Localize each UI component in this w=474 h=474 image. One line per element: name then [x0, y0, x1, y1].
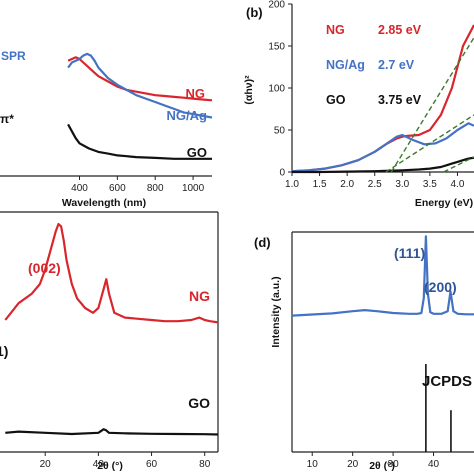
- panel-a-legend-go: GO: [187, 145, 207, 160]
- x-tick-label: 600: [109, 183, 126, 194]
- panel-b-legend-ngag-value: 2.7 eV: [378, 58, 415, 72]
- panel-a-pi-label: π*: [0, 112, 14, 126]
- x-tick-label: 40: [428, 459, 440, 470]
- panel-c-partial-label: 1): [0, 343, 8, 359]
- x-tick-label: 1000: [182, 183, 205, 194]
- panel-d-series: [291, 235, 474, 452]
- series-line-ng-ag: [67, 52, 213, 119]
- series-line-fit: [443, 156, 474, 173]
- series-line-fit: [385, 114, 474, 173]
- x-tick-label: 40: [93, 459, 105, 470]
- y-tick-label: 150: [268, 42, 285, 53]
- panel-d-jcpds-label: JCPDS f: [422, 373, 474, 390]
- x-tick-label: 60: [146, 459, 158, 470]
- y-tick-label: 0: [279, 168, 285, 179]
- series-line-ng: [67, 56, 213, 102]
- series-line-go: [292, 156, 474, 174]
- panel-b-legend-ngag-name: NG/Ag: [326, 58, 365, 72]
- panel-d-x-label: 2θ (°): [369, 460, 395, 472]
- panel-c-legend-go: GO: [188, 395, 210, 411]
- y-tick-label: 50: [274, 126, 286, 137]
- panel-b-legend-ng-name: NG: [326, 23, 345, 37]
- panel-d-label: (d): [254, 235, 271, 250]
- panel-c-x-label: 2θ (°): [97, 460, 123, 472]
- panel-d-x-ticks: 10 20 30 40: [307, 452, 440, 470]
- panel-a-spr-label: SPR: [1, 49, 26, 63]
- panel-c-x-ticks: 20 40 60 80: [40, 452, 211, 470]
- panel-d-111-label: (111): [394, 245, 425, 261]
- x-tick-label: 10: [307, 459, 319, 470]
- x-tick-label: 30: [388, 459, 400, 470]
- series-line-ng-ag: [291, 122, 474, 173]
- x-tick-label: 800: [147, 183, 164, 194]
- panel-b-label: (b): [246, 5, 263, 20]
- x-tick-label: 80: [199, 459, 211, 470]
- y-tick-label: 200: [268, 0, 285, 11]
- x-tick-label: 1.5: [313, 179, 327, 190]
- panel-a-series: [67, 52, 213, 160]
- y-tick-label: 100: [268, 84, 285, 95]
- panel-d: (d) 10 20 30 40 Intensity (a.u.) 2θ (°) (11…: [254, 231, 474, 472]
- series-line-ng-ag: [291, 235, 474, 317]
- x-tick-label: 1.0: [285, 179, 299, 190]
- panel-a-x-ticks: 400 600 800 1000: [71, 176, 205, 194]
- panel-b-legend-go-value: 3.75 eV: [378, 93, 422, 107]
- panel-d-200-label: (200): [424, 279, 457, 295]
- panel-b-series: [291, 24, 474, 174]
- panel-a-legend-ngag: NG/Ag: [167, 108, 208, 123]
- panel-c: 20 40 60 80 2θ (°) (002) 1) NG GO: [0, 211, 219, 472]
- x-tick-label: 2.5: [368, 179, 382, 190]
- panel-d-y-label: Intensity (a.u.): [270, 276, 282, 347]
- series-line-ng: [4, 222, 219, 324]
- panel-a-x-label: Wavelength (nm): [62, 197, 146, 209]
- x-tick-label: 2.0: [340, 179, 354, 190]
- panel-c-002-label: (002): [28, 260, 61, 276]
- panel-b-legend-ng-value: 2.85 eV: [378, 23, 422, 37]
- panel-c-legend-ng: NG: [189, 288, 210, 304]
- x-tick-label: 3.5: [423, 179, 437, 190]
- x-tick-label: 20: [347, 459, 359, 470]
- panel-a-legend-ng: NG: [186, 86, 206, 101]
- series-line-fit: [390, 37, 474, 173]
- x-tick-label: 400: [71, 183, 88, 194]
- panel-a: 400 600 800 1000 Wavelength (nm) SPR π* NG …: [0, 49, 213, 209]
- panel-c-series: [4, 222, 219, 436]
- panel-b-ticks: 1.0 1.5 2.0 2.5 3.0 3.5 4.0 0 50 100 150 200: [268, 0, 465, 190]
- series-line-go: [67, 123, 212, 160]
- x-tick-label: 20: [40, 459, 52, 470]
- panel-b-x-label: Energy (eV): [415, 197, 473, 209]
- panel-b: (b) 1.0 1.5 2.0 2.5 3.0 3.5 4.0 0 50 100 150 200 (α…: [243, 0, 474, 209]
- panel-b-legend-go-name: GO: [326, 93, 346, 107]
- panel-b-y-label: (αhν)²: [243, 75, 255, 105]
- x-tick-label: 3.0: [395, 179, 409, 190]
- series-line-go: [5, 428, 219, 436]
- x-tick-label: 4.0: [451, 179, 465, 190]
